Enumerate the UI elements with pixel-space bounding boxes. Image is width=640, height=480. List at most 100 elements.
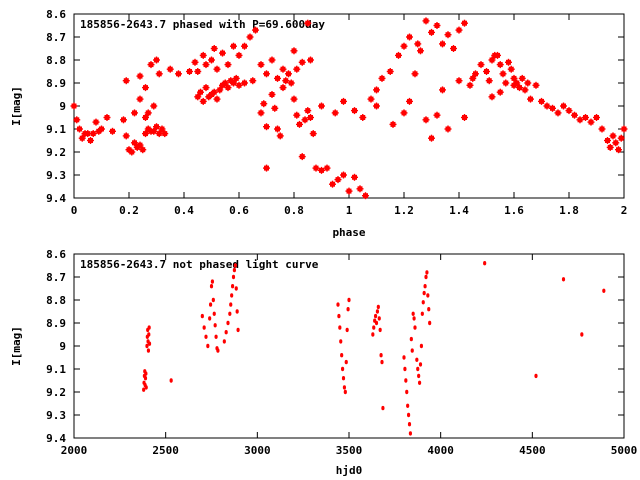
phased-data-point	[87, 137, 94, 144]
phased-data-point	[496, 88, 504, 96]
phased-data-point	[466, 81, 474, 89]
phased-data-point	[351, 173, 358, 181]
phased-data-point	[263, 164, 270, 172]
phased-data-point	[199, 97, 207, 105]
phased-data-point	[345, 187, 353, 195]
phased-data-point	[224, 61, 232, 69]
phased-data-point	[199, 51, 207, 59]
phased-data-point	[516, 84, 523, 92]
unphased-data-point	[417, 380, 422, 385]
unphased-data-point	[402, 355, 406, 360]
phased-data-point	[488, 56, 496, 64]
phased-data-point	[224, 84, 232, 92]
unphased-data-point	[226, 320, 230, 326]
phased-data-point	[323, 164, 331, 172]
phased-data-point	[246, 33, 254, 41]
unphased-data-point	[169, 378, 173, 383]
unphased-data-point	[408, 431, 413, 436]
phased-data-point	[235, 51, 243, 59]
phased-data-point	[298, 58, 306, 66]
unphased-data-point	[378, 327, 382, 333]
phased-data-point	[362, 192, 369, 200]
phased-data-point	[538, 97, 545, 105]
unphased-data-point	[406, 403, 410, 408]
unphased-y-tick-label: 9	[59, 340, 66, 353]
phased-data-point	[593, 114, 600, 121]
phased-data-point	[139, 146, 147, 154]
phased-data-point	[158, 125, 166, 133]
unphased-data-point	[412, 316, 416, 321]
phased-data-point	[483, 68, 490, 75]
phased-data-point	[293, 65, 301, 73]
unphased-data-point	[534, 373, 538, 379]
phased-data-point	[263, 123, 270, 131]
unphased-data-point	[208, 316, 212, 321]
phased-x-tick-label: 2	[621, 204, 628, 217]
phased-data-point	[518, 74, 526, 82]
unphased-data-point	[231, 274, 236, 280]
unphased-data-point	[236, 327, 240, 333]
phased-data-point	[406, 33, 413, 41]
phased-data-point	[617, 134, 625, 142]
phased-data-point	[73, 116, 81, 124]
phased-data-point	[89, 130, 97, 138]
phased-data-point	[549, 104, 556, 112]
phased-data-point	[318, 102, 325, 110]
unphased-data-point	[213, 323, 217, 328]
unphased-x-tick-label: 5000	[611, 444, 638, 457]
phased-data-point	[257, 109, 265, 117]
phased-data-point	[502, 79, 510, 87]
phased-data-point	[230, 79, 237, 87]
phased-data-point	[477, 61, 485, 69]
unphased-data-point	[338, 325, 342, 330]
unphased-data-point	[204, 334, 208, 339]
unphased-y-tick-label: 9.4	[46, 432, 66, 445]
phased-data-point	[219, 49, 226, 57]
phased-x-tick-label: 0	[71, 204, 78, 217]
unphased-x-tick-label: 4000	[427, 444, 454, 457]
phased-y-tick-label: 8.9	[46, 77, 66, 90]
phased-data-point	[304, 19, 312, 27]
unphased-data-point	[208, 302, 213, 307]
unphased-data-point	[561, 277, 566, 282]
phased-data-point	[230, 42, 237, 50]
phased-y-tick-label: 9.1	[46, 123, 66, 136]
phased-data-point	[216, 86, 224, 94]
phased-data-point	[318, 166, 325, 174]
phased-y-tick-label: 8.6	[46, 8, 66, 21]
unphased-data-point	[374, 320, 379, 326]
unphased-chart-title: 185856-2643.7 not phased light curve	[80, 258, 319, 271]
phased-data-point	[620, 125, 628, 133]
phased-data-point	[122, 132, 130, 140]
unphased-x-tick-label: 4500	[519, 444, 546, 457]
unphased-data-point	[427, 307, 431, 312]
unphased-data-point	[222, 339, 226, 344]
phased-data-point	[560, 102, 567, 110]
phased-chart-title: 185856-2643.7 phased with P=69.600day	[80, 18, 325, 31]
unphased-y-tick-label: 8.9	[46, 317, 66, 330]
phased-data-point	[461, 114, 468, 121]
phased-data-point	[142, 84, 149, 92]
unphased-data-point	[425, 270, 429, 275]
phased-data-point	[604, 137, 611, 144]
phased-data-point	[554, 109, 562, 117]
unphased-data-point	[235, 309, 239, 314]
phased-data-point	[241, 79, 248, 87]
phased-data-point	[571, 111, 578, 119]
unphased-data-point	[347, 297, 351, 303]
unphased-data-point	[206, 343, 210, 349]
phased-data-point	[210, 45, 218, 52]
phased-data-point	[109, 127, 116, 135]
phased-data-point	[150, 127, 158, 135]
phased-x-tick-label: 0.6	[229, 204, 249, 217]
phased-data-point	[268, 91, 276, 98]
unphased-data-point	[210, 279, 215, 284]
phased-data-point	[386, 68, 394, 75]
phased-data-point	[202, 84, 210, 92]
unphased-data-point	[406, 412, 411, 418]
unphased-data-point	[224, 330, 228, 335]
phased-data-point	[400, 42, 408, 50]
unphased-data-point	[209, 284, 214, 289]
unphased-y-tick-label: 9.3	[46, 409, 66, 422]
